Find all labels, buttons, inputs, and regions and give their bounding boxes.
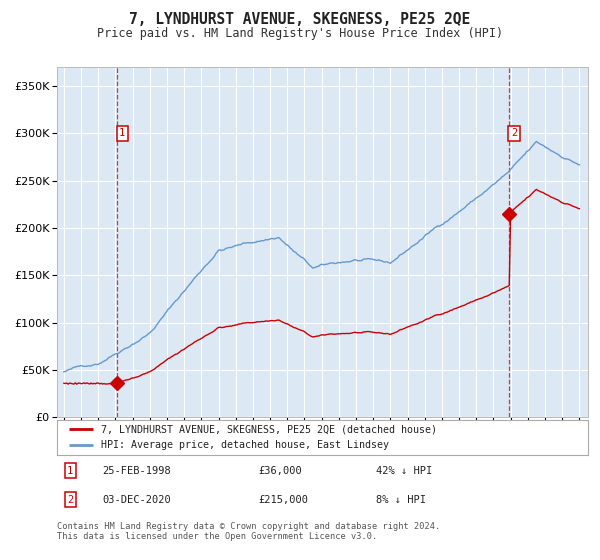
Text: 25-FEB-1998: 25-FEB-1998 xyxy=(102,466,171,476)
Text: HPI: Average price, detached house, East Lindsey: HPI: Average price, detached house, East… xyxy=(101,440,389,450)
Text: 2: 2 xyxy=(67,495,73,505)
Text: 2: 2 xyxy=(511,128,517,138)
Text: £215,000: £215,000 xyxy=(259,495,309,505)
Text: 42% ↓ HPI: 42% ↓ HPI xyxy=(376,466,432,476)
Text: 7, LYNDHURST AVENUE, SKEGNESS, PE25 2QE (detached house): 7, LYNDHURST AVENUE, SKEGNESS, PE25 2QE … xyxy=(101,424,437,435)
Text: 7, LYNDHURST AVENUE, SKEGNESS, PE25 2QE: 7, LYNDHURST AVENUE, SKEGNESS, PE25 2QE xyxy=(130,12,470,27)
Text: £36,000: £36,000 xyxy=(259,466,302,476)
Text: Price paid vs. HM Land Registry's House Price Index (HPI): Price paid vs. HM Land Registry's House … xyxy=(97,27,503,40)
Text: 8% ↓ HPI: 8% ↓ HPI xyxy=(376,495,425,505)
Text: 03-DEC-2020: 03-DEC-2020 xyxy=(102,495,171,505)
Text: Contains HM Land Registry data © Crown copyright and database right 2024.
This d: Contains HM Land Registry data © Crown c… xyxy=(57,522,440,542)
Text: 1: 1 xyxy=(119,128,125,138)
Text: 1: 1 xyxy=(67,466,73,476)
